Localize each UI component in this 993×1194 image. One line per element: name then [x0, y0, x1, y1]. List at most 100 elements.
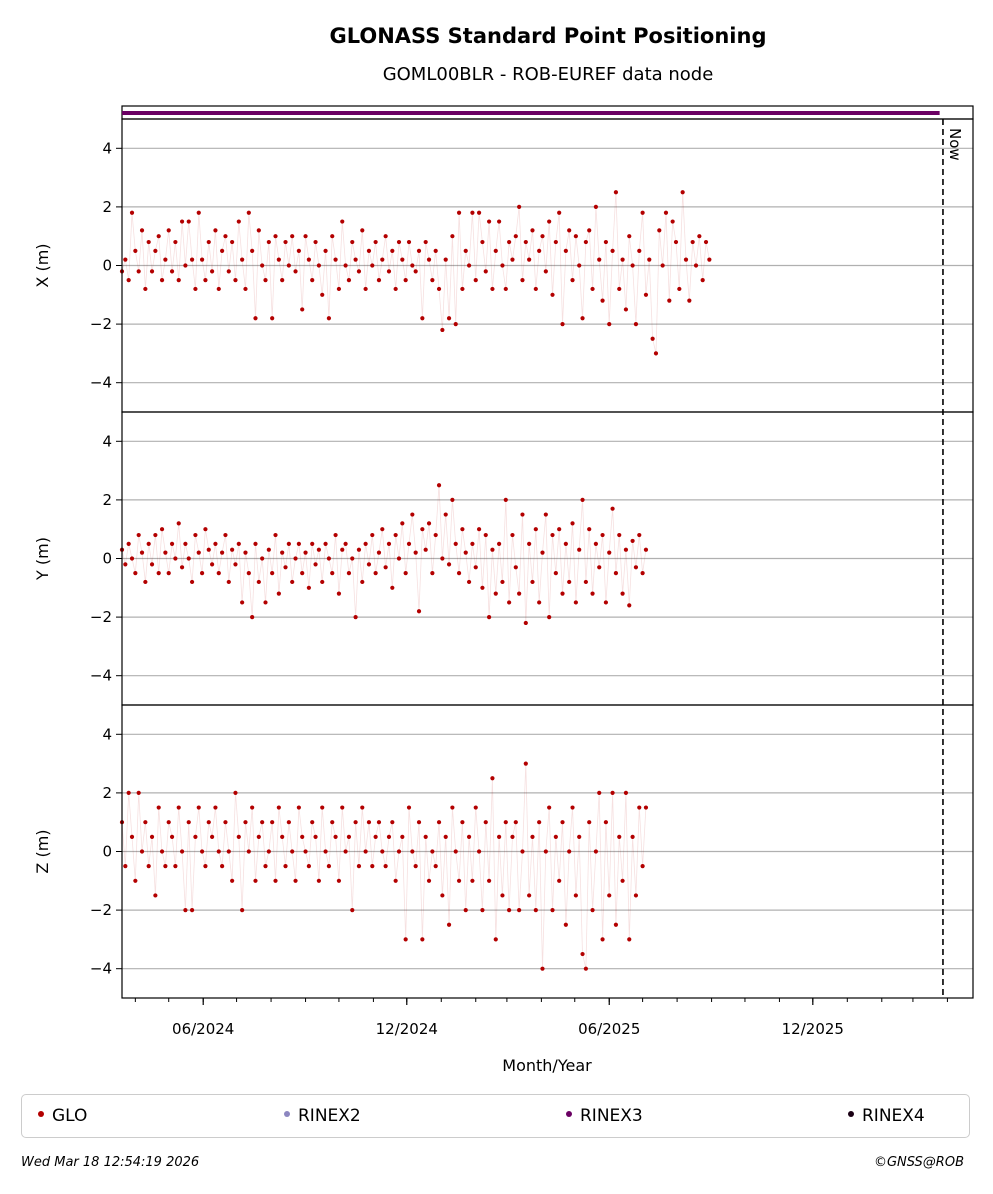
- data-point: [486, 615, 492, 620]
- data-point: [270, 316, 275, 321]
- data-point: [283, 565, 288, 570]
- data-point: [133, 248, 138, 253]
- data-point: [149, 562, 155, 567]
- rinex4-marker-icon: [848, 1111, 854, 1117]
- data-point: [243, 550, 248, 555]
- data-point: [610, 790, 615, 796]
- y-tick-label: −4: [90, 374, 112, 392]
- data-point: [543, 849, 548, 854]
- data-point: [400, 257, 405, 262]
- x-tick-label: 12/2025: [782, 1020, 844, 1038]
- data-point: [416, 609, 422, 614]
- data-point: [286, 820, 291, 825]
- rinex2-marker-icon: [284, 1111, 290, 1117]
- data-point: [406, 239, 412, 245]
- data-point: [199, 849, 205, 854]
- data-point: [159, 278, 165, 283]
- data-point: [303, 849, 308, 854]
- data-point: [176, 521, 181, 526]
- data-point: [406, 541, 412, 546]
- data-point: [133, 571, 138, 576]
- data-point: [246, 571, 251, 576]
- data-point: [270, 571, 275, 576]
- y-axis-label: Y (m): [33, 537, 52, 581]
- data-point: [216, 571, 221, 576]
- data-point: [597, 257, 602, 262]
- data-point: [633, 322, 639, 327]
- data-point: [463, 908, 468, 913]
- data-point: [210, 834, 215, 839]
- data-point: [216, 849, 221, 854]
- data-point: [587, 527, 592, 532]
- data-point: [410, 512, 415, 517]
- legend-label: GLO: [52, 1106, 88, 1126]
- data-point: [633, 893, 639, 898]
- panel-frame: [121, 704, 974, 999]
- data-point: [640, 210, 645, 215]
- data-point: [436, 820, 442, 825]
- data-point: [423, 834, 428, 839]
- plot-area: 4 2 0 −2 −4 X (m) 4 2 0 −2 −4 Y (m) 4 2 0 −2 −4 Z (m) Now 0…: [33, 105, 974, 1038]
- data-point: [273, 234, 278, 239]
- data-point: [480, 239, 485, 245]
- data-point: [236, 834, 241, 839]
- data-point: [179, 565, 185, 570]
- data-point: [443, 512, 448, 517]
- data-point: [573, 893, 578, 898]
- data-point: [456, 878, 462, 883]
- data-point: [400, 521, 405, 526]
- data-point: [173, 556, 178, 561]
- data-point: [136, 269, 141, 274]
- data-point: [400, 834, 405, 839]
- data-point: [436, 286, 442, 292]
- data-point: [396, 556, 402, 561]
- data-point: [607, 893, 612, 898]
- data-point: [553, 571, 558, 576]
- data-point: [613, 190, 619, 195]
- x-tick-label: 06/2025: [578, 1020, 640, 1038]
- data-point: [276, 805, 281, 810]
- data-point: [623, 307, 629, 312]
- data-point: [303, 234, 308, 239]
- data-point: [213, 805, 218, 810]
- y-tick-label: 2: [102, 491, 112, 509]
- data-point: [186, 556, 191, 561]
- data-point: [306, 585, 311, 590]
- data-point: [313, 834, 318, 839]
- data-point: [230, 547, 235, 552]
- data-point: [176, 278, 181, 283]
- legend-label: RINEX2: [298, 1106, 361, 1126]
- data-point: [450, 805, 455, 810]
- data-point: [126, 278, 131, 283]
- data-point: [206, 547, 211, 552]
- data-point: [189, 257, 195, 262]
- data-point: [520, 278, 525, 283]
- data-point: [136, 790, 141, 796]
- data-point: [537, 248, 542, 253]
- data-point: [326, 316, 332, 321]
- data-point: [547, 615, 552, 620]
- data-point: [577, 263, 582, 268]
- data-point: [503, 820, 508, 825]
- data-point: [687, 298, 692, 303]
- data-point: [620, 591, 625, 596]
- data-point: [363, 286, 368, 292]
- data-point: [323, 849, 328, 854]
- data-point: [610, 248, 615, 253]
- data-point: [627, 603, 632, 608]
- data-point: [403, 278, 408, 283]
- data-point: [610, 506, 615, 511]
- data-point: [356, 269, 362, 274]
- data-point: [483, 269, 488, 274]
- data-point: [573, 234, 578, 239]
- data-point: [156, 805, 161, 810]
- data-point: [183, 908, 188, 913]
- data-point: [470, 210, 475, 215]
- data-point: [466, 263, 472, 268]
- data-point: [216, 286, 221, 292]
- data-point: [476, 527, 482, 532]
- data-point: [560, 820, 565, 825]
- data-point: [513, 565, 518, 570]
- data-point: [463, 248, 468, 253]
- data-point: [500, 263, 505, 268]
